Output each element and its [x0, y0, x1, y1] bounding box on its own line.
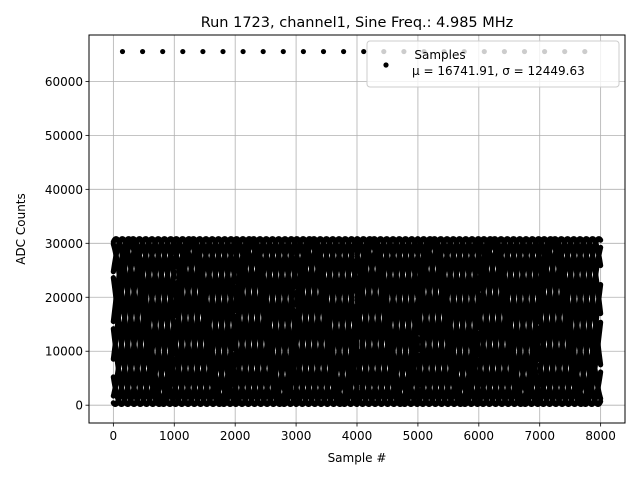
waveform-trace [476, 236, 543, 407]
x-axis-ticks: 0 1000 2000 3000 4000 5000 6000 7000 8000 [110, 423, 616, 443]
x-tick-label: 3000 [281, 429, 312, 443]
waveform-trace [232, 236, 299, 407]
outlier-point [220, 48, 226, 55]
outlier-point [140, 48, 146, 55]
y-tick-label: 50000 [45, 129, 83, 143]
outlier-point [200, 48, 206, 55]
x-axis-label: Sample # [328, 451, 387, 465]
waveform-trace [110, 236, 177, 407]
outlier-point [260, 48, 266, 55]
y-tick-label: 0 [75, 399, 83, 413]
waveform-trace [476, 236, 543, 407]
x-tick-label: 1000 [159, 429, 190, 443]
x-tick-label: 8000 [585, 429, 616, 443]
outlier-point [300, 48, 306, 55]
outlier-point [341, 48, 347, 55]
outlier-point [320, 48, 327, 55]
waveform-trace [415, 236, 482, 407]
y-tick-label: 10000 [45, 345, 83, 359]
waveform-trace [415, 236, 482, 407]
outlier-point [361, 48, 367, 55]
outlier-point [119, 48, 126, 55]
legend-marker [383, 62, 389, 68]
waveform-trace [293, 236, 360, 407]
waveform-trace [354, 236, 421, 407]
x-tick-label: 2000 [220, 429, 251, 443]
y-tick-label: 30000 [45, 237, 83, 251]
outlier-point [160, 48, 166, 55]
waveform-trace [293, 236, 360, 407]
y-axis-ticks: 0 10000 20000 30000 40000 50000 60000 [45, 75, 89, 413]
waveform-trace [537, 236, 604, 407]
x-tick-label: 5000 [403, 429, 434, 443]
waveform-trace [354, 236, 421, 407]
waveform-trace [354, 236, 421, 407]
waveform-trace [171, 236, 238, 407]
x-tick-label: 0 [110, 429, 118, 443]
outlier-point [280, 48, 286, 55]
waveform-trace [415, 236, 482, 407]
x-tick-label: 6000 [464, 429, 495, 443]
outlier-point [240, 48, 246, 55]
waveform-trace [171, 236, 238, 407]
waveform-trace [232, 236, 299, 407]
x-tick-label: 4000 [342, 429, 373, 443]
waveform-trace [537, 236, 604, 407]
outlier-point [180, 48, 186, 55]
x-tick-label: 7000 [524, 429, 555, 443]
y-tick-label: 60000 [45, 75, 83, 89]
legend-title: Samples [414, 48, 465, 62]
waveform-trace [232, 236, 299, 407]
waveform-trace [171, 236, 238, 407]
chart-title: Run 1723, channel1, Sine Freq.: 4.985 MH… [201, 15, 514, 31]
legend-entry-label: μ = 16741.91, σ = 12449.63 [412, 64, 585, 78]
y-tick-label: 40000 [45, 183, 83, 197]
waveform-trace [110, 236, 177, 407]
waveform-trace [415, 236, 482, 407]
y-tick-label: 20000 [45, 291, 83, 305]
legend-box [366, 40, 620, 88]
y-axis-label: ADC Counts [14, 193, 28, 265]
legend: Samples μ = 16741.91, σ = 12449.63 [366, 40, 620, 88]
